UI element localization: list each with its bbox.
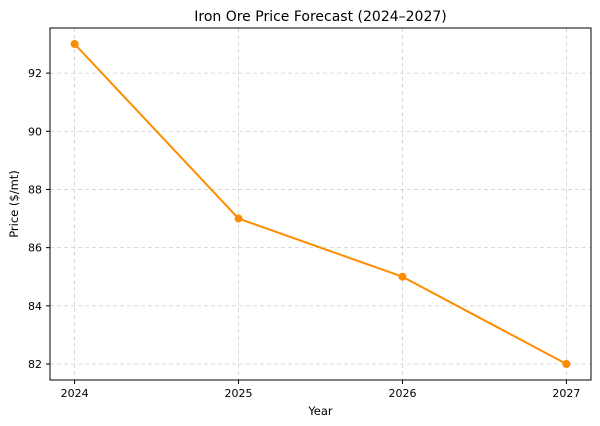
data-point (234, 214, 243, 223)
y-tick-label: 90 (28, 125, 42, 138)
series-layer (70, 40, 571, 368)
chart-title: Iron Ore Price Forecast (2024–2027) (194, 9, 446, 25)
series-line (73, 43, 567, 365)
x-axis-label: Year (307, 404, 333, 418)
y-tick-label: 88 (28, 183, 42, 196)
x-tick-label: 2026 (388, 387, 416, 400)
grid (50, 28, 591, 380)
x-tick-label: 2025 (225, 387, 253, 400)
data-point (398, 272, 407, 281)
y-axis-label: Price ($/mt) (7, 170, 21, 238)
data-point (562, 360, 571, 368)
x-tick-label: 2024 (61, 387, 89, 400)
y-tick-label: 84 (28, 300, 42, 313)
y-axis: 82 84 86 88 90 92 (28, 67, 50, 371)
plot-frame (49, 27, 592, 381)
x-axis: 2024 2025 2026 2027 (61, 380, 580, 400)
data-point (70, 40, 79, 48)
y-tick-label: 82 (28, 358, 42, 371)
y-tick-label: 86 (28, 242, 42, 255)
y-tick-label: 92 (28, 67, 42, 80)
x-tick-label: 2027 (552, 387, 580, 400)
